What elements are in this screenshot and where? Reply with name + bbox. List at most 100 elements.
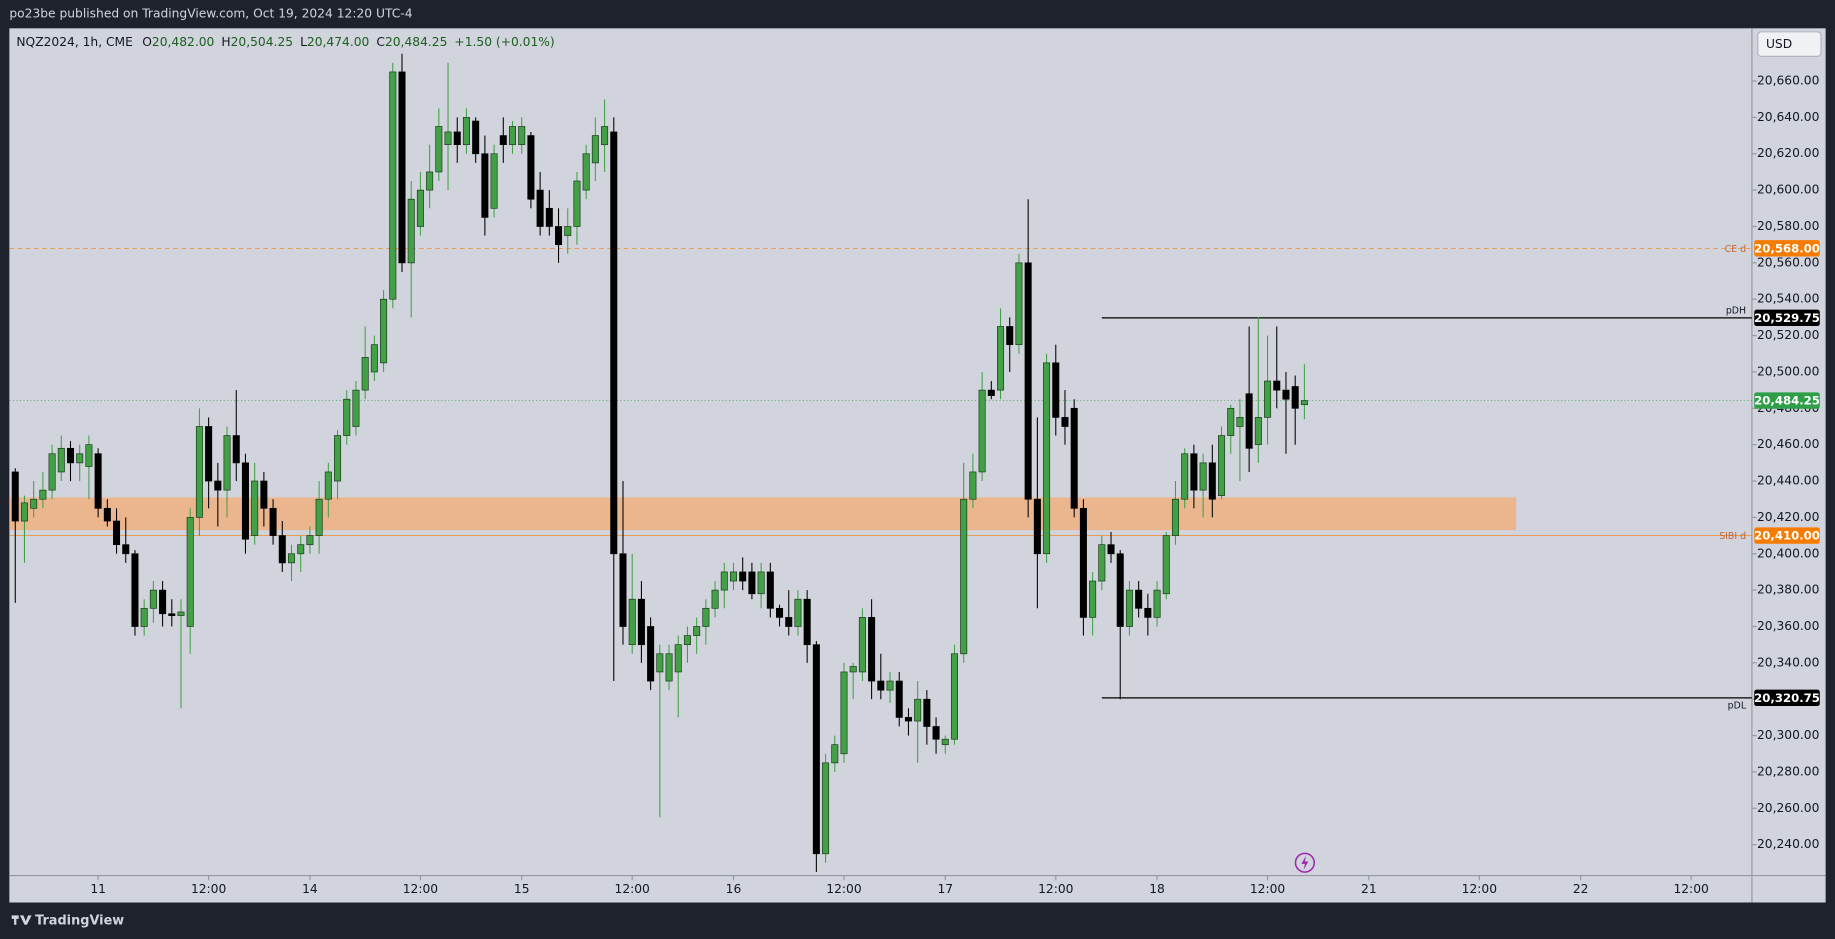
- candle-body: [177, 611, 185, 616]
- x-tick-label: 15: [514, 882, 530, 896]
- candle-body: [287, 553, 296, 564]
- symbol: NQZ2024, 1h, CME: [16, 35, 133, 49]
- candle-body: [978, 389, 986, 473]
- candle-body: [1061, 417, 1069, 427]
- y-tick-label: 20,280.00: [1757, 764, 1819, 778]
- x-tick-label: 12:00: [615, 882, 650, 896]
- candle-body: [407, 198, 415, 264]
- legend: NQZ2024, 1h, CME O 20,482.00 H 20,504.25 L 20,…: [16, 35, 554, 49]
- price-badge: [1754, 309, 1820, 327]
- y-tick-label: 20,560.00: [1757, 255, 1819, 269]
- level-name: CE d: [1725, 244, 1746, 255]
- candle-body: [628, 598, 636, 646]
- candle-body: [518, 126, 526, 146]
- candle-body: [1052, 362, 1060, 418]
- candle-body: [11, 471, 19, 522]
- candle-body: [619, 553, 627, 627]
- candle-body: [1079, 507, 1087, 618]
- y-tick-label: 20,360.00: [1757, 619, 1819, 633]
- x-tick-label: 17: [937, 882, 953, 896]
- candle-body: [453, 131, 461, 146]
- candle-body: [168, 613, 176, 616]
- legend-key: L: [300, 35, 307, 49]
- candle-body: [886, 680, 894, 691]
- candle-body: [66, 447, 75, 464]
- candle-body: [987, 389, 995, 396]
- y-tick-label: 20,440.00: [1757, 474, 1819, 488]
- candle-body: [1144, 607, 1152, 618]
- alert-icon[interactable]: [1294, 852, 1315, 873]
- candle-body: [122, 544, 130, 555]
- candle-body: [352, 389, 360, 427]
- candle-body: [997, 326, 1005, 391]
- publisher: po23be published on TradingView.com, Oct…: [9, 7, 412, 21]
- candle-body: [1181, 453, 1189, 500]
- legend-key: O: [142, 35, 152, 49]
- candle-body: [1208, 462, 1216, 500]
- candle-body: [490, 153, 498, 209]
- legend-key: C: [376, 35, 385, 49]
- candle-body: [269, 507, 277, 536]
- candle-body: [591, 135, 599, 164]
- candle-body: [380, 298, 388, 364]
- alert-bolt: [1301, 855, 1309, 870]
- candle-body: [1291, 386, 1299, 409]
- x-tick-label: 12:00: [1673, 882, 1708, 896]
- candle-body: [149, 589, 157, 609]
- candle-body: [665, 653, 673, 682]
- candle-body: [232, 435, 240, 464]
- candle-body: [803, 598, 811, 646]
- candle-body: [950, 653, 958, 740]
- candle-body: [637, 598, 645, 646]
- legend-value: 20,474.00: [307, 35, 369, 49]
- candle-body: [306, 535, 314, 546]
- candle-body: [85, 444, 93, 467]
- level-name: SIBI d: [1719, 531, 1746, 542]
- candle-body: [1190, 453, 1198, 491]
- level-name: pDH: [1726, 305, 1746, 316]
- price-badge-label: 20,568.00: [1754, 241, 1820, 255]
- x-tick-label: 12:00: [1038, 882, 1073, 896]
- legend-key: H: [221, 35, 230, 49]
- x-tick-label: 12:00: [826, 882, 861, 896]
- candle-body: [1273, 380, 1281, 391]
- candle-body: [1125, 589, 1133, 627]
- candle-body: [39, 489, 47, 500]
- y-tick-label: 20,460.00: [1757, 437, 1819, 451]
- candle-body: [398, 71, 406, 264]
- candle-body: [1300, 400, 1308, 406]
- candle-body: [223, 435, 231, 491]
- x-tick-label: 21: [1361, 882, 1377, 896]
- candle-body: [1254, 417, 1262, 446]
- currency-button[interactable]: [1757, 31, 1822, 57]
- candle-body: [76, 453, 84, 464]
- candle-body: [1264, 380, 1272, 418]
- candle-body: [343, 398, 351, 436]
- price-badge: [1754, 240, 1820, 257]
- candle-body: [702, 607, 710, 627]
- price-badge: [1754, 527, 1820, 544]
- candle-body: [1218, 435, 1226, 496]
- candle-body: [877, 680, 885, 691]
- candle-body: [831, 744, 839, 764]
- currency[interactable]: USD: [1766, 37, 1792, 51]
- candle-body: [527, 135, 535, 200]
- y-tick-label: 20,660.00: [1757, 74, 1819, 88]
- candle-body: [895, 680, 903, 718]
- candle-body: [94, 453, 102, 509]
- candle-body: [416, 189, 424, 227]
- candle-body: [334, 435, 342, 482]
- x-tick-label: 12:00: [191, 882, 226, 896]
- candle-body: [674, 644, 682, 673]
- x-tick-label: 14: [302, 882, 318, 896]
- candle-body: [30, 498, 38, 509]
- candle-body: [840, 671, 848, 755]
- zone: [9, 497, 1517, 531]
- candle-body: [113, 520, 121, 546]
- y-tick-label: 20,380.00: [1757, 583, 1819, 597]
- x-tick-label: 22: [1573, 882, 1589, 896]
- candle-body: [324, 471, 332, 500]
- candle-body: [1245, 393, 1253, 449]
- candle-body: [1098, 544, 1106, 582]
- legend-change: +1.50 (+0.01%): [454, 35, 554, 49]
